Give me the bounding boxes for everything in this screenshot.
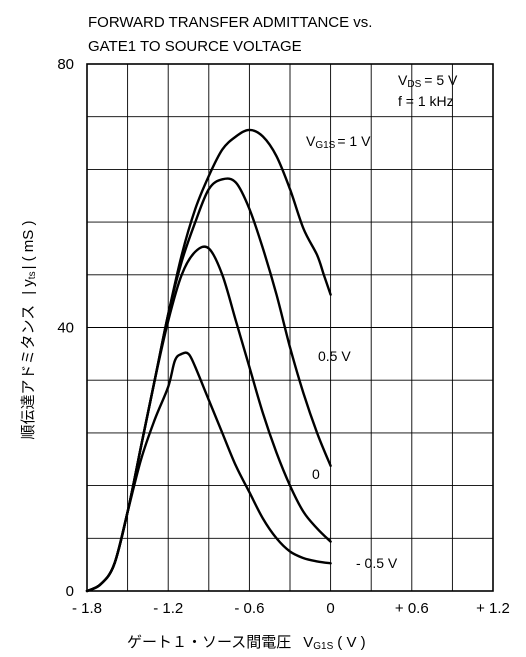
- series-label-0-5v: 0.5 V: [318, 348, 351, 364]
- series-label-0v: 0: [312, 466, 320, 482]
- x-tick-label: + 1.2: [476, 600, 510, 617]
- series-curve-3: [85, 351, 332, 593]
- y-tick-label: 40: [57, 320, 74, 337]
- x-tick-label: + 0.6: [395, 600, 429, 617]
- x-tick-label: 0: [326, 600, 334, 617]
- x-tick-labels: - 1.8 - 1.2 - 0.6 0 + 0.6 + 1.2: [72, 600, 510, 617]
- x-axis-label: ゲート１・ソース間電圧 VG1S( V ): [127, 634, 366, 652]
- frequency-condition: f = 1 kHz: [398, 93, 454, 109]
- series-label-minus-0-5v: - 0.5 V: [356, 555, 398, 571]
- y-tick-label: 80: [57, 56, 74, 73]
- x-tick-label: - 1.8: [72, 600, 102, 617]
- curves: [85, 128, 332, 593]
- chart-title-line1: FORWARD TRANSFER ADMITTANCE vs.: [88, 14, 372, 31]
- x-tick-label: - 1.2: [153, 600, 183, 617]
- x-tick-label: - 0.6: [234, 600, 264, 617]
- vds-condition: VDS = 5 V: [398, 72, 458, 90]
- y-axis-label-group: 順伝達アドミタンス| yts| ( mS ): [20, 221, 38, 440]
- y-tick-labels: 0 40 80: [57, 56, 74, 600]
- grid: [87, 64, 493, 591]
- y-tick-label: 0: [66, 583, 74, 600]
- series-label-1v: VG1S = 1 V: [306, 133, 371, 151]
- chart-title-line2: GATE1 TO SOURCE VOLTAGE: [88, 38, 302, 55]
- y-axis-label: 順伝達アドミタンス| yts| ( mS ): [20, 221, 38, 440]
- plot-frame: [86, 63, 494, 592]
